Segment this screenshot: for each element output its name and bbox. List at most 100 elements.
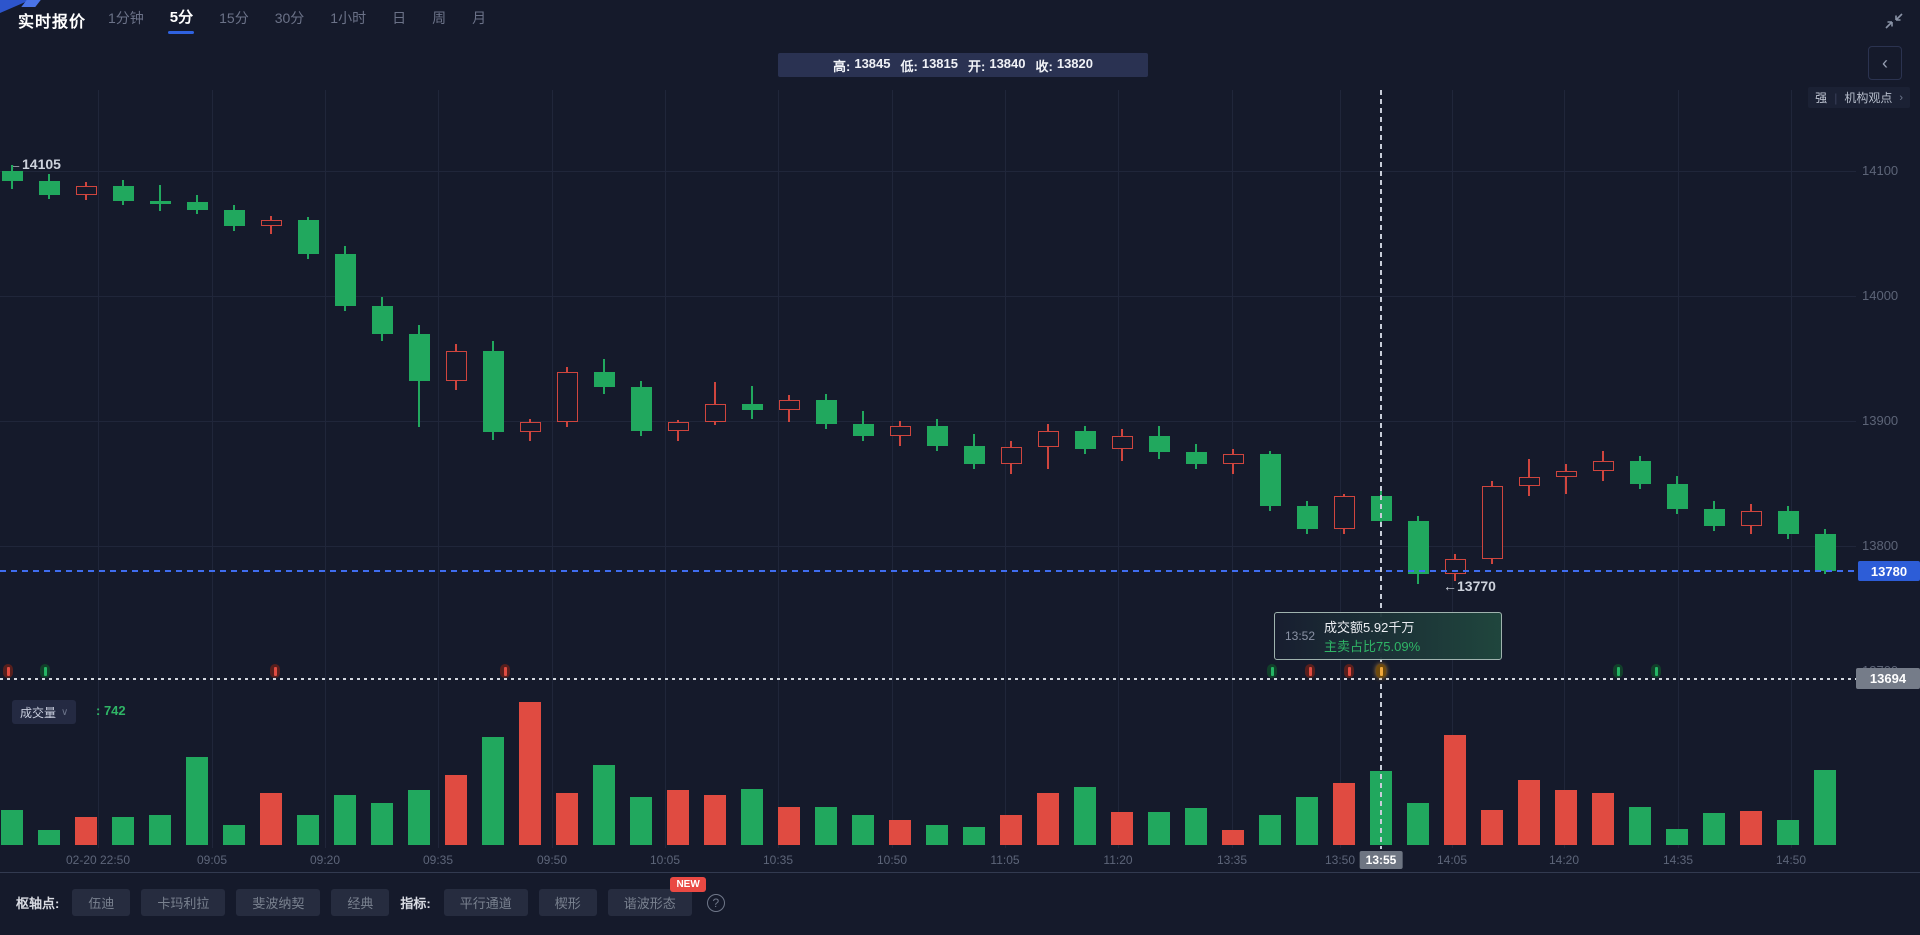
candle-body [1222, 453, 1244, 464]
candle-body [260, 219, 282, 226]
volume-bar [38, 830, 60, 845]
volume-bar [593, 765, 615, 845]
timeframe-tab[interactable]: 15分 [219, 10, 249, 26]
collapse-panel-button[interactable]: ‹ [1868, 46, 1902, 80]
timeframe-tab[interactable]: 日 [392, 10, 407, 26]
signal-marker-green [1613, 664, 1623, 678]
grid-line-vertical [778, 90, 779, 848]
toolbar-group-label: 指标: [400, 896, 431, 911]
candle-body [1148, 436, 1170, 453]
tool-button[interactable]: 卡玛利拉 [141, 889, 226, 916]
tooltip-sell-ratio: 主卖占比75.09% [1324, 639, 1421, 654]
timeframe-tab[interactable]: 30分 [274, 10, 305, 26]
volume-bar [963, 827, 985, 845]
time-axis-tick: 10:35 [762, 853, 794, 867]
low-price-annotation: ←13770 [1443, 578, 1496, 594]
tooltip-time: 13:52 [1285, 629, 1316, 643]
time-axis-tick: 14:05 [1436, 853, 1468, 867]
volume-bar [741, 789, 763, 845]
tool-button[interactable]: 谐波形态 NEW [607, 877, 706, 916]
grid-line-vertical [552, 90, 553, 848]
timeframe-tab[interactable]: 月 [472, 10, 487, 26]
candle-body [186, 202, 208, 210]
volume-bar [112, 817, 134, 845]
signal-marker-red [500, 664, 510, 678]
volume-bar [260, 793, 282, 845]
volume-bar [704, 795, 726, 845]
timeframe-tab[interactable]: 周 [432, 10, 447, 26]
grid-line-vertical [665, 90, 666, 848]
ohlc-item: 开: 13840 [968, 55, 1026, 74]
volume-bar [223, 825, 245, 845]
candle-body [408, 333, 430, 381]
price-axis-tick: 14100 [1862, 163, 1899, 178]
volume-bar [778, 807, 800, 845]
candle-body [112, 186, 134, 201]
price-axis-tick: 13900 [1862, 413, 1899, 428]
candle-body [778, 399, 800, 410]
grid-line-horizontal [0, 171, 1856, 172]
volume-bar [1407, 803, 1429, 845]
candle-wick [1565, 463, 1567, 494]
volume-bar [1444, 735, 1466, 845]
signal-marker-orange [1376, 664, 1386, 678]
tool-button[interactable]: 平行通道 [443, 889, 528, 916]
candle-body [1111, 436, 1133, 449]
candle-wick [751, 386, 753, 419]
grid-line-vertical [1452, 90, 1453, 848]
timeframe-tab[interactable]: 1小时 [330, 10, 367, 26]
volume-bar [1111, 812, 1133, 845]
volume-bar [1148, 812, 1170, 845]
grid-line-vertical [212, 90, 213, 848]
volume-bar [1481, 810, 1503, 845]
timeframe-tab[interactable]: 1分钟 [108, 10, 144, 26]
grid-line-vertical [1118, 90, 1119, 848]
timeframe-tab[interactable]: 5分 [170, 0, 193, 36]
grid-line-vertical [892, 90, 893, 848]
chevron-down-icon: ∨ [61, 706, 69, 718]
crosshair-vertical-line [1380, 90, 1382, 849]
volume-bar [852, 815, 874, 845]
candle-body [741, 403, 763, 410]
compress-icon[interactable] [1884, 12, 1904, 30]
tool-button[interactable]: 经典 [331, 889, 390, 916]
volume-bar [1222, 830, 1244, 845]
institution-view-link[interactable]: 强 | 机构观点 › [1808, 87, 1910, 108]
volume-bar [1000, 815, 1022, 845]
volume-bar [926, 825, 948, 845]
tool-button[interactable]: 斐波纳契 [236, 889, 321, 916]
current-price-badge: 13780 [1858, 561, 1920, 581]
grid-line-vertical [1340, 90, 1341, 848]
help-icon[interactable]: ? [706, 893, 725, 912]
volume-bar [889, 820, 911, 845]
candle-body [1740, 511, 1762, 526]
toolbar-group-label: 枢轴点: [16, 896, 60, 911]
time-axis-tick: 13:35 [1216, 853, 1248, 867]
candle-body [1555, 471, 1577, 478]
time-axis-tick: 14:35 [1662, 853, 1694, 867]
high-price-annotation: ←14105 [8, 156, 61, 172]
current-price-dashed-line [0, 570, 1856, 572]
time-axis-tick: 09:20 [309, 853, 341, 867]
candle-body [1518, 477, 1540, 486]
volume-bar [371, 803, 393, 845]
candle-body [1481, 486, 1503, 559]
volume-bar [519, 702, 541, 845]
volume-bar [1074, 787, 1096, 845]
candle-body [1407, 521, 1429, 574]
candle-body [667, 422, 689, 431]
time-axis-tick: 09:05 [196, 853, 228, 867]
candle-wick [159, 184, 161, 211]
divider: | [1834, 90, 1838, 105]
ohlc-item: 收: 13820 [1035, 55, 1094, 74]
volume-bar [482, 737, 504, 845]
volume-indicator-dropdown[interactable]: 成交量 ∨ [12, 700, 77, 724]
volume-bar [297, 815, 319, 845]
tool-button[interactable]: 伍迪 [72, 889, 131, 916]
signal-marker-red [1305, 664, 1315, 678]
time-axis-tick: 02-20 22:50 [65, 853, 131, 867]
crosshair-price-badge: 13694 [1856, 668, 1920, 689]
tool-button[interactable]: 楔形 [538, 889, 597, 916]
candle-body [630, 387, 652, 431]
